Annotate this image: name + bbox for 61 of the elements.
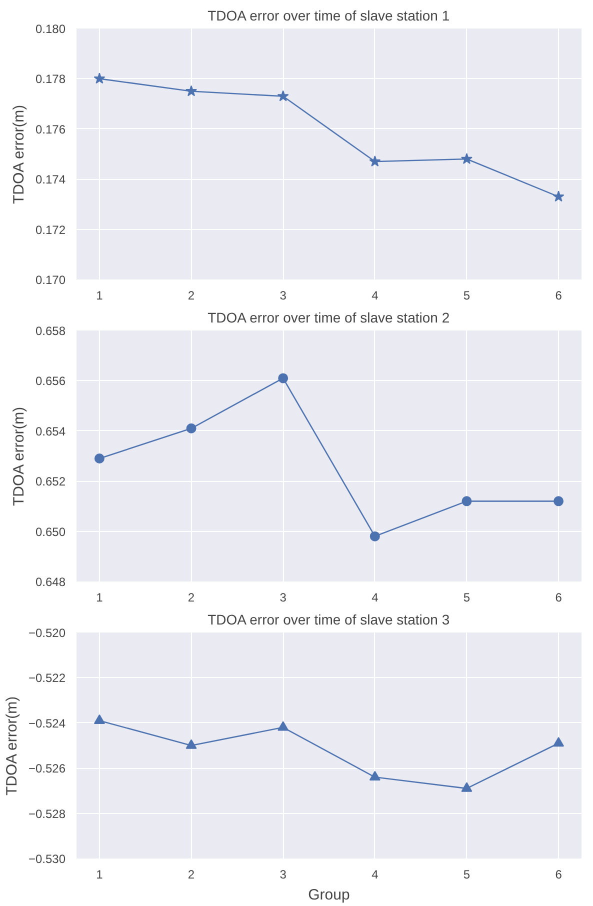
y-tick-label: 0.170	[35, 273, 66, 287]
point	[460, 153, 472, 164]
point	[370, 531, 380, 542]
y-tick-label: 0.658	[35, 324, 66, 338]
x-tick-label: 1	[96, 288, 104, 302]
point	[369, 770, 380, 781]
point	[462, 496, 472, 506]
x-tick-label: 2	[188, 288, 195, 302]
y-tick-label: −0.520	[28, 626, 66, 640]
point	[186, 739, 197, 749]
y-tick-label: 0.172	[35, 222, 66, 237]
chart-title: TDOA error over time of slave station 3	[208, 612, 450, 628]
x-tick-label: 6	[555, 288, 562, 302]
x-tick-label: 5	[463, 590, 470, 604]
y-axis-title: TDOA error(m)	[10, 104, 28, 204]
y-tick-label: 0.654	[35, 424, 66, 438]
point	[277, 90, 289, 102]
y-tick-label: −0.524	[28, 716, 66, 730]
x-tick-label: 1	[96, 590, 104, 604]
x-tick-label: 5	[463, 868, 470, 882]
y-axis-title: TDOA error(m)	[3, 696, 20, 796]
x-tick-label: 3	[280, 590, 287, 604]
point	[186, 423, 196, 434]
y-tick-label: −0.526	[28, 762, 66, 776]
y-tick-label: 0.178	[35, 72, 66, 86]
x-tick-label: 3	[280, 288, 287, 302]
point	[552, 190, 564, 202]
point	[553, 736, 564, 747]
point	[278, 721, 289, 731]
y-tick-label: −0.530	[28, 852, 66, 866]
y-tick-label: 0.656	[35, 374, 66, 388]
point	[94, 72, 106, 84]
point	[186, 85, 198, 96]
x-tick-label: 2	[188, 868, 195, 882]
point	[278, 373, 288, 384]
x-tick-label: 6	[555, 590, 562, 604]
chart-title: TDOA error over time of slave station 2	[208, 310, 450, 326]
y-tick-label: 0.652	[35, 474, 66, 489]
y-tick-label: −0.528	[28, 806, 66, 821]
x-axis-title: Group	[308, 886, 350, 904]
point	[369, 156, 381, 166]
y-tick-label: 0.180	[35, 22, 66, 36]
point	[554, 496, 564, 506]
y-tick-label: 0.650	[35, 524, 66, 539]
x-tick-label: 1	[96, 868, 104, 882]
x-tick-label: 6	[555, 868, 562, 882]
x-tick-label: 5	[463, 288, 470, 302]
point	[461, 782, 472, 792]
y-tick-label: 0.176	[35, 122, 66, 136]
y-tick-label: 0.648	[35, 575, 66, 589]
x-tick-label: 4	[372, 868, 379, 882]
chart-title: TDOA error over time of slave station 1	[208, 8, 450, 24]
x-tick-label: 3	[280, 868, 287, 882]
x-tick-label: 4	[372, 288, 379, 302]
x-tick-label: 4	[372, 590, 379, 604]
x-tick-label: 2	[188, 590, 195, 604]
point	[94, 454, 104, 464]
point	[94, 714, 105, 724]
y-tick-label: −0.522	[28, 671, 66, 686]
y-axis-title: TDOA error(m)	[10, 406, 28, 506]
y-tick-label: 0.174	[35, 172, 66, 187]
